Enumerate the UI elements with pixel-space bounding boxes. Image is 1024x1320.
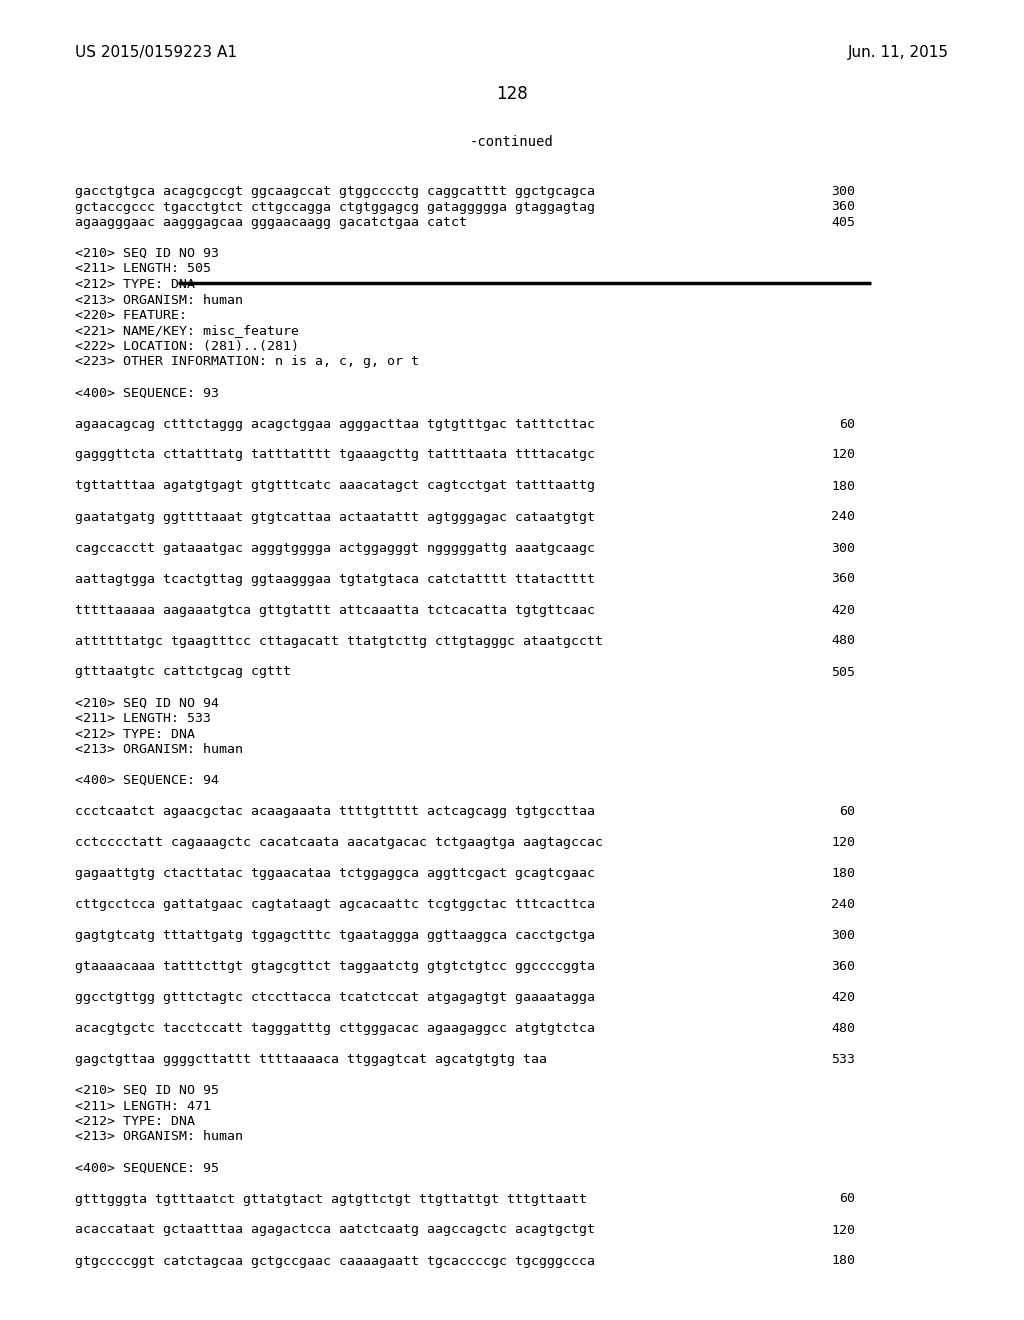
Text: <212> TYPE: DNA: <212> TYPE: DNA xyxy=(75,279,195,290)
Text: 120: 120 xyxy=(831,449,855,462)
Text: <210> SEQ ID NO 95: <210> SEQ ID NO 95 xyxy=(75,1084,219,1097)
Text: 180: 180 xyxy=(831,479,855,492)
Text: -continued: -continued xyxy=(470,135,554,149)
Text: gtttaatgtc cattctgcag cgttt: gtttaatgtc cattctgcag cgttt xyxy=(75,665,291,678)
Text: <213> ORGANISM: human: <213> ORGANISM: human xyxy=(75,1130,243,1143)
Text: 120: 120 xyxy=(831,1224,855,1237)
Text: 360: 360 xyxy=(831,960,855,973)
Text: 180: 180 xyxy=(831,867,855,880)
Text: acacgtgctc tacctccatt tagggatttg cttgggacac agaagaggcc atgtgtctca: acacgtgctc tacctccatt tagggatttg cttggga… xyxy=(75,1022,595,1035)
Text: 300: 300 xyxy=(831,929,855,942)
Text: 60: 60 xyxy=(839,805,855,818)
Text: gagaattgtg ctacttatac tggaacataa tctggaggca aggttcgact gcagtcgaac: gagaattgtg ctacttatac tggaacataa tctggag… xyxy=(75,867,595,880)
Text: cctcccctatt cagaaagctc cacatcaata aacatgacac tctgaagtga aagtagccac: cctcccctatt cagaaagctc cacatcaata aacatg… xyxy=(75,836,603,849)
Text: agaacagcag ctttctaggg acagctggaa agggacttaa tgtgtttgac tatttcttac: agaacagcag ctttctaggg acagctggaa agggact… xyxy=(75,417,595,430)
Text: <212> TYPE: DNA: <212> TYPE: DNA xyxy=(75,727,195,741)
Text: <211> LENGTH: 505: <211> LENGTH: 505 xyxy=(75,263,211,276)
Text: <213> ORGANISM: human: <213> ORGANISM: human xyxy=(75,293,243,306)
Text: gaatatgatg ggttttaaat gtgtcattaa actaatattt agtgggagac cataatgtgt: gaatatgatg ggttttaaat gtgtcattaa actaata… xyxy=(75,511,595,524)
Text: 420: 420 xyxy=(831,603,855,616)
Text: <210> SEQ ID NO 93: <210> SEQ ID NO 93 xyxy=(75,247,219,260)
Text: 240: 240 xyxy=(831,898,855,911)
Text: <221> NAME/KEY: misc_feature: <221> NAME/KEY: misc_feature xyxy=(75,325,299,338)
Text: <400> SEQUENCE: 95: <400> SEQUENCE: 95 xyxy=(75,1162,219,1175)
Text: 300: 300 xyxy=(831,541,855,554)
Text: Jun. 11, 2015: Jun. 11, 2015 xyxy=(848,45,949,59)
Text: 60: 60 xyxy=(839,417,855,430)
Text: 405: 405 xyxy=(831,216,855,228)
Text: acaccataat gctaatttaa agagactcca aatctcaatg aagccagctc acagtgctgt: acaccataat gctaatttaa agagactcca aatctca… xyxy=(75,1224,595,1237)
Text: <400> SEQUENCE: 93: <400> SEQUENCE: 93 xyxy=(75,387,219,400)
Text: aattagtgga tcactgttag ggtaagggaa tgtatgtaca catctatttt ttatactttt: aattagtgga tcactgttag ggtaagggaa tgtatgt… xyxy=(75,573,595,586)
Text: 240: 240 xyxy=(831,511,855,524)
Text: <211> LENGTH: 533: <211> LENGTH: 533 xyxy=(75,711,211,725)
Text: 120: 120 xyxy=(831,836,855,849)
Text: gagggttcta cttatttatg tatttatttt tgaaagcttg tattttaata ttttacatgc: gagggttcta cttatttatg tatttatttt tgaaagc… xyxy=(75,449,595,462)
Text: <213> ORGANISM: human: <213> ORGANISM: human xyxy=(75,743,243,756)
Text: US 2015/0159223 A1: US 2015/0159223 A1 xyxy=(75,45,237,59)
Text: 533: 533 xyxy=(831,1053,855,1067)
Text: gacctgtgca acagcgccgt ggcaagccat gtggcccctg caggcatttt ggctgcagca: gacctgtgca acagcgccgt ggcaagccat gtggccc… xyxy=(75,185,595,198)
Text: 128: 128 xyxy=(496,84,528,103)
Text: <212> TYPE: DNA: <212> TYPE: DNA xyxy=(75,1115,195,1129)
Text: <400> SEQUENCE: 94: <400> SEQUENCE: 94 xyxy=(75,774,219,787)
Text: 505: 505 xyxy=(831,665,855,678)
Text: 360: 360 xyxy=(831,573,855,586)
Text: gagtgtcatg tttattgatg tggagctttc tgaataggga ggttaaggca cacctgctga: gagtgtcatg tttattgatg tggagctttc tgaatag… xyxy=(75,929,595,942)
Text: 480: 480 xyxy=(831,1022,855,1035)
Text: cagccacctt gataaatgac agggtgggga actggagggt ngggggattg aaatgcaagc: cagccacctt gataaatgac agggtgggga actggag… xyxy=(75,541,595,554)
Text: <220> FEATURE:: <220> FEATURE: xyxy=(75,309,187,322)
Text: attttttatgc tgaagtttcc cttagacatt ttatgtcttg cttgtagggc ataatgcctt: attttttatgc tgaagtttcc cttagacatt ttatgt… xyxy=(75,635,603,648)
Text: gtgccccggt catctagcaa gctgccgaac caaaagaatt tgcaccccgc tgcgggccca: gtgccccggt catctagcaa gctgccgaac caaaaga… xyxy=(75,1254,595,1267)
Text: cttgcctcca gattatgaac cagtataagt agcacaattc tcgtggctac tttcacttca: cttgcctcca gattatgaac cagtataagt agcacaa… xyxy=(75,898,595,911)
Text: <223> OTHER INFORMATION: n is a, c, g, or t: <223> OTHER INFORMATION: n is a, c, g, o… xyxy=(75,355,419,368)
Text: <211> LENGTH: 471: <211> LENGTH: 471 xyxy=(75,1100,211,1113)
Text: ggcctgttgg gtttctagtc ctccttacca tcatctccat atgagagtgt gaaaatagga: ggcctgttgg gtttctagtc ctccttacca tcatctc… xyxy=(75,991,595,1005)
Text: ccctcaatct agaacgctac acaagaaata ttttgttttt actcagcagg tgtgccttaa: ccctcaatct agaacgctac acaagaaata ttttgtt… xyxy=(75,805,595,818)
Text: 420: 420 xyxy=(831,991,855,1005)
Text: tttttaaaaa aagaaatgtca gttgtattt attcaaatta tctcacatta tgtgttcaac: tttttaaaaa aagaaatgtca gttgtattt attcaaa… xyxy=(75,603,595,616)
Text: <210> SEQ ID NO 94: <210> SEQ ID NO 94 xyxy=(75,697,219,710)
Text: 60: 60 xyxy=(839,1192,855,1205)
Text: tgttatttaa agatgtgagt gtgtttcatc aaacatagct cagtcctgat tatttaattg: tgttatttaa agatgtgagt gtgtttcatc aaacata… xyxy=(75,479,595,492)
Text: <222> LOCATION: (281)..(281): <222> LOCATION: (281)..(281) xyxy=(75,341,299,352)
Text: agaagggaac aagggagcaa gggaacaagg gacatctgaa catct: agaagggaac aagggagcaa gggaacaagg gacatct… xyxy=(75,216,467,228)
Text: gtttgggta tgtttaatct gttatgtact agtgttctgt ttgttattgt tttgttaatt: gtttgggta tgtttaatct gttatgtact agtgttct… xyxy=(75,1192,587,1205)
Text: gctaccgccc tgacctgtct cttgccagga ctgtggagcg gataggggga gtaggagtag: gctaccgccc tgacctgtct cttgccagga ctgtgga… xyxy=(75,201,595,214)
Text: gtaaaacaaa tatttcttgt gtagcgttct taggaatctg gtgtctgtcc ggccccggta: gtaaaacaaa tatttcttgt gtagcgttct taggaat… xyxy=(75,960,595,973)
Text: 180: 180 xyxy=(831,1254,855,1267)
Text: 360: 360 xyxy=(831,201,855,214)
Text: 300: 300 xyxy=(831,185,855,198)
Text: gagctgttaa ggggcttattt ttttaaaaca ttggagtcat agcatgtgtg taa: gagctgttaa ggggcttattt ttttaaaaca ttggag… xyxy=(75,1053,547,1067)
Text: 480: 480 xyxy=(831,635,855,648)
